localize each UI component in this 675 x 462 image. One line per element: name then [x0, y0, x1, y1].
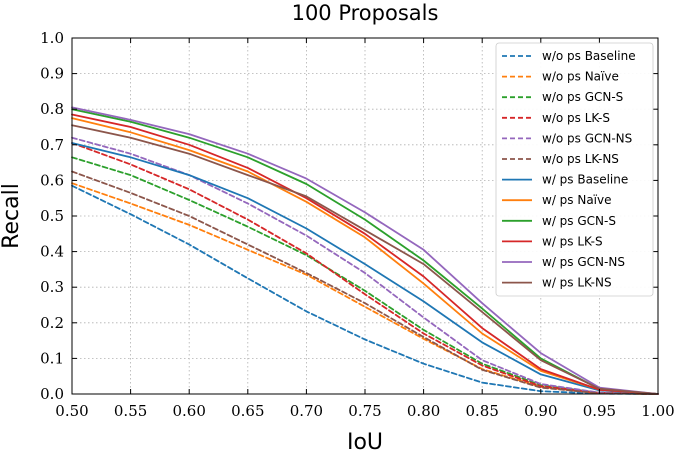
legend-label: w/ ps Baseline	[542, 173, 628, 187]
x-tick-label: 0.80	[407, 402, 440, 420]
legend-label: w/ ps GCN-S	[542, 214, 616, 228]
legend-label: w/ ps GCN-NS	[542, 255, 625, 269]
legend-label: w/o ps Naïve	[542, 70, 619, 84]
y-axis-ticks: 0.0 0.1 0.2 0.3 0.4 0.5 0.6 0.7 0.8 0.9 1.0	[40, 29, 658, 403]
x-tick-label: 0.85	[465, 402, 498, 420]
series-line	[71, 142, 659, 395]
legend-label: w/ ps Naïve	[542, 193, 612, 207]
legend-label: w/ ps LK-S	[542, 234, 603, 248]
legend-label: w/o ps LK-NS	[542, 152, 619, 166]
series-line	[71, 117, 659, 395]
x-tick-label: 0.70	[290, 402, 323, 420]
x-tick-label: 0.95	[583, 402, 616, 420]
series-layer	[71, 106, 659, 395]
x-tick-label: 0.75	[348, 402, 381, 420]
legend-label: w/o ps LK-S	[542, 111, 610, 125]
y-tick-label: 0.9	[40, 65, 64, 83]
x-tick-label: 0.50	[55, 402, 88, 420]
x-tick-label: 1.00	[641, 402, 674, 420]
x-tick-label: 0.65	[231, 402, 264, 420]
series-line	[71, 184, 659, 395]
x-axis-ticks: 0.50 0.55 0.60 0.65 0.70 0.75 0.80 0.85 0.90 0.95…	[55, 38, 675, 420]
series-line	[71, 136, 659, 395]
y-axis-label: Recall	[0, 183, 24, 249]
legend-label: w/ ps LK-NS	[542, 276, 612, 290]
series-line	[71, 108, 659, 395]
x-tick-label: 0.60	[172, 402, 205, 420]
x-tick-label: 0.55	[114, 402, 147, 420]
legend-label: w/o ps GCN-NS	[542, 131, 632, 145]
y-tick-label: 0.5	[40, 207, 64, 225]
y-tick-label: 0.8	[40, 100, 64, 118]
y-tick-label: 0.2	[40, 314, 64, 332]
x-tick-label: 0.90	[524, 402, 557, 420]
series-line	[71, 170, 659, 395]
y-tick-label: 0.6	[40, 171, 64, 189]
series-line	[71, 124, 659, 395]
legend-label: w/o ps GCN-S	[542, 90, 623, 104]
series-line	[71, 106, 659, 395]
legend-box	[495, 42, 654, 297]
y-tick-label: 0.1	[40, 349, 64, 367]
x-axis-label: IoU	[347, 430, 383, 455]
y-tick-label: 0.4	[40, 243, 64, 261]
chart-title: 100 Proposals	[292, 1, 439, 25]
series-line	[71, 142, 659, 395]
y-tick-label: 1.0	[40, 29, 64, 47]
y-tick-label: 0.7	[40, 136, 64, 154]
legend: w/o ps Baseline w/o ps Naïve w/o ps GCN-S w…	[495, 42, 654, 297]
series-line	[71, 113, 659, 395]
legend-label: w/o ps Baseline	[542, 49, 636, 63]
y-tick-label: 0.0	[40, 385, 64, 403]
y-tick-label: 0.3	[40, 278, 64, 296]
